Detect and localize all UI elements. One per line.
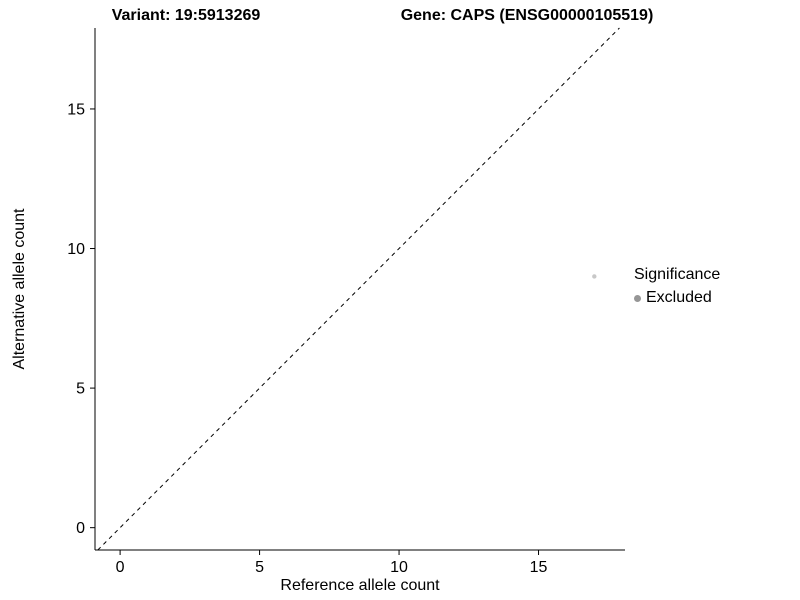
legend: Significance Excluded [634, 266, 720, 307]
data-point [592, 274, 597, 279]
plot-title-variant: Variant: 19:5913269 [111, 7, 261, 24]
x-tick-label: 0 [116, 559, 125, 576]
y-axis-title: Alternative allele count [11, 208, 28, 370]
x-tick-label: 15 [530, 559, 548, 576]
y-tick-label: 10 [67, 241, 85, 258]
plot-title-gene: Gene: CAPS (ENSG00000105519) [400, 7, 654, 24]
y-tick-label: 15 [67, 101, 85, 118]
y-tick-label: 0 [76, 520, 85, 537]
legend-entry: Excluded [634, 289, 720, 307]
legend-entry-label: Excluded [646, 289, 712, 306]
x-tick-label: 5 [255, 559, 264, 576]
legend-key-dot [634, 294, 641, 302]
x-tick-label: 10 [390, 559, 408, 576]
y-tick-label: 5 [76, 381, 85, 398]
x-axis-title: Reference allele count [280, 577, 440, 594]
identity-line [97, 27, 620, 551]
legend-title: Significance [634, 266, 721, 283]
